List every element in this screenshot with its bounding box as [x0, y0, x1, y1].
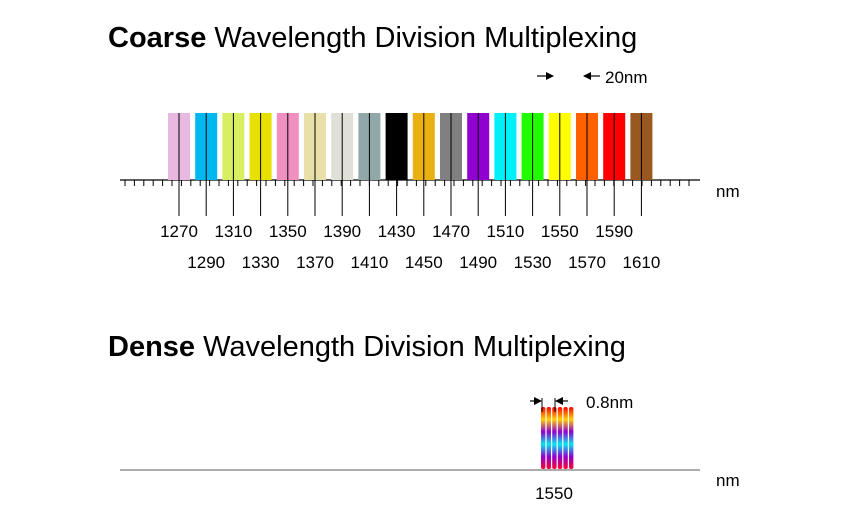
wavelength-label-1270: 1270 [160, 222, 198, 241]
dwdm-channel-bar [557, 407, 563, 469]
wavelength-label-1370: 1370 [296, 253, 334, 272]
cwdm-title-bold: Coarse [108, 22, 207, 54]
cwdm-unit-label: nm [716, 182, 740, 201]
wavelength-label-1490: 1490 [459, 253, 497, 272]
cwdm-spacing-label: 20nm [605, 68, 648, 87]
dwdm-channel-bar [546, 407, 551, 469]
dwdm-channel-bar [552, 407, 557, 469]
wavelength-label-1470: 1470 [432, 222, 470, 241]
dwdm-channel-bar [569, 407, 574, 469]
dwdm-channel-bar [563, 407, 568, 469]
cwdm-title: Coarse Wavelength Division Multiplexing [108, 22, 637, 55]
dwdm-title: Dense Wavelength Division Multiplexing [108, 331, 626, 364]
cwdm-leader-lines [178, 113, 642, 216]
dwdm-title-rest: Wavelength Division Multiplexing [195, 331, 626, 363]
cwdm-title-rest: Wavelength Division Multiplexing [206, 22, 638, 54]
wavelength-label-1610: 1610 [622, 253, 660, 272]
wavelength-label-1390: 1390 [323, 222, 361, 241]
wavelength-label-1350: 1350 [269, 222, 307, 241]
wavelength-label-1310: 1310 [214, 222, 252, 241]
dwdm-center-label: 1550 [535, 484, 573, 503]
wavelength-label-1510: 1510 [486, 222, 524, 241]
wavelength-label-1290: 1290 [187, 253, 225, 272]
wavelength-label-1570: 1570 [568, 253, 606, 272]
cwdm-channel-bars [168, 113, 653, 180]
cwdm-axis-ticks [124, 180, 690, 186]
cwdm-wavelength-labels: 1270 1310 1350 1390 1430 1470 1510 1550 1590 1290… [160, 222, 660, 272]
wavelength-label-1590: 1590 [595, 222, 633, 241]
wavelength-label-1430: 1430 [378, 222, 416, 241]
dwdm-spacing-label: 0.8nm [586, 393, 633, 412]
wavelength-label-1410: 1410 [350, 253, 388, 272]
dwdm-unit-label: nm [716, 471, 740, 490]
wavelength-label-1450: 1450 [405, 253, 443, 272]
dwdm-title-bold: Dense [108, 331, 196, 363]
wavelength-label-1330: 1330 [242, 253, 280, 272]
dwdm-channel-bar [541, 407, 546, 469]
dwdm-channel-bars [541, 407, 574, 469]
wavelength-label-1550: 1550 [541, 222, 579, 241]
wavelength-label-1530: 1530 [514, 253, 552, 272]
